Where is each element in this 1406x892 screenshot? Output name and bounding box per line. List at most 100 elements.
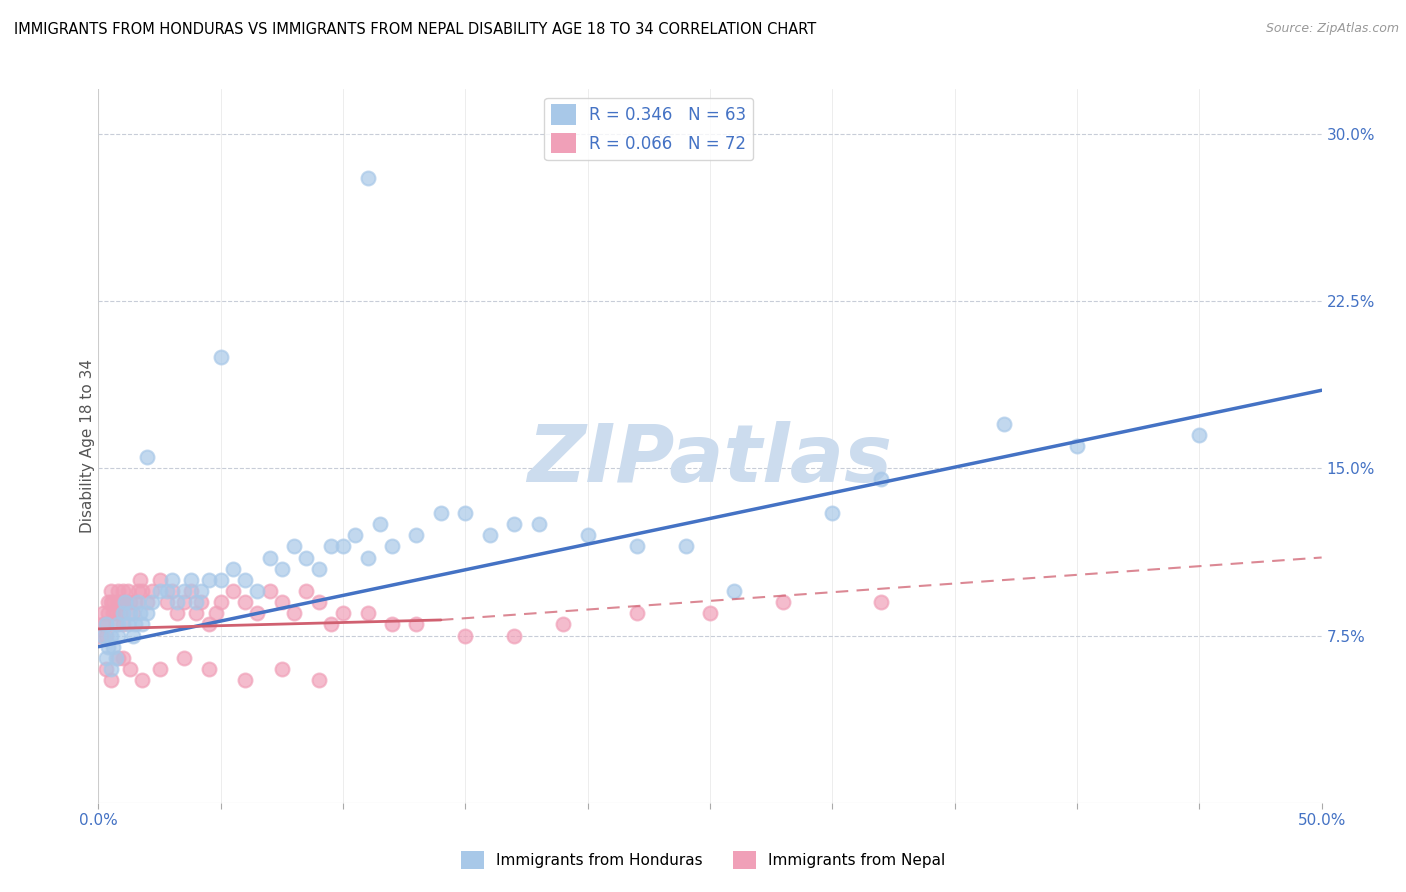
Point xyxy=(107,628,129,642)
Point xyxy=(173,595,195,609)
Point xyxy=(97,595,120,609)
Point xyxy=(129,573,152,587)
Point xyxy=(124,595,146,609)
Point xyxy=(1066,439,1088,453)
Point xyxy=(308,673,330,687)
Point xyxy=(173,583,195,598)
Point xyxy=(553,617,575,632)
Point xyxy=(91,617,114,632)
Point xyxy=(136,450,159,465)
Point xyxy=(430,506,453,520)
Point xyxy=(283,607,305,621)
Point xyxy=(94,662,117,676)
Point xyxy=(527,517,550,532)
Point xyxy=(100,662,122,676)
Point xyxy=(131,583,153,598)
Point xyxy=(190,583,212,598)
Point xyxy=(723,583,745,598)
Point xyxy=(91,628,114,642)
Point xyxy=(246,583,269,598)
Point xyxy=(454,628,477,642)
Point xyxy=(1188,427,1211,442)
Point xyxy=(233,673,256,687)
Point xyxy=(319,539,342,553)
Point xyxy=(114,595,136,609)
Point xyxy=(166,595,188,609)
Point xyxy=(503,628,526,642)
Point xyxy=(120,662,142,676)
Point xyxy=(111,607,134,621)
Point xyxy=(356,607,378,621)
Point xyxy=(94,617,117,632)
Point xyxy=(107,651,129,665)
Point xyxy=(127,595,149,609)
Point xyxy=(100,583,122,598)
Point xyxy=(160,583,183,598)
Point xyxy=(295,550,318,565)
Point xyxy=(120,607,142,621)
Point xyxy=(675,539,697,553)
Point xyxy=(120,595,142,609)
Point xyxy=(97,607,120,621)
Point xyxy=(111,583,134,598)
Text: Source: ZipAtlas.com: Source: ZipAtlas.com xyxy=(1265,22,1399,36)
Point xyxy=(131,617,153,632)
Point xyxy=(259,550,281,565)
Point xyxy=(319,617,342,632)
Point xyxy=(149,583,172,598)
Point xyxy=(121,628,143,642)
Point xyxy=(111,651,134,665)
Point xyxy=(190,595,212,609)
Point xyxy=(90,628,112,642)
Point xyxy=(209,573,232,587)
Point xyxy=(197,662,219,676)
Point xyxy=(111,617,134,632)
Point xyxy=(308,562,330,576)
Point xyxy=(870,595,893,609)
Point xyxy=(283,539,305,553)
Point xyxy=(156,583,179,598)
Point xyxy=(699,607,721,621)
Point xyxy=(209,350,232,364)
Point xyxy=(332,539,354,553)
Point xyxy=(100,595,122,609)
Point xyxy=(97,640,120,654)
Point xyxy=(114,595,136,609)
Point xyxy=(107,595,129,609)
Point xyxy=(101,640,124,654)
Point xyxy=(117,617,139,632)
Text: ZIPatlas: ZIPatlas xyxy=(527,421,893,500)
Point xyxy=(295,583,318,598)
Point xyxy=(205,607,228,621)
Point xyxy=(626,539,648,553)
Point xyxy=(222,583,245,598)
Point xyxy=(180,573,202,587)
Point xyxy=(197,617,219,632)
Point xyxy=(104,651,127,665)
Point xyxy=(270,595,294,609)
Point xyxy=(131,673,153,687)
Point xyxy=(100,628,122,642)
Point xyxy=(141,583,163,598)
Text: IMMIGRANTS FROM HONDURAS VS IMMIGRANTS FROM NEPAL DISABILITY AGE 18 TO 34 CORREL: IMMIGRANTS FROM HONDURAS VS IMMIGRANTS F… xyxy=(14,22,817,37)
Point xyxy=(127,583,149,598)
Point xyxy=(356,550,378,565)
Point xyxy=(821,506,844,520)
Point xyxy=(454,506,477,520)
Point xyxy=(173,651,195,665)
Point xyxy=(576,528,599,542)
Point xyxy=(197,573,219,587)
Legend: R = 0.346   N = 63, R = 0.066   N = 72: R = 0.346 N = 63, R = 0.066 N = 72 xyxy=(544,97,754,160)
Point xyxy=(136,595,159,609)
Point xyxy=(332,607,354,621)
Point xyxy=(626,607,648,621)
Point xyxy=(233,573,256,587)
Point xyxy=(222,562,245,576)
Point xyxy=(344,528,367,542)
Point xyxy=(110,607,132,621)
Point xyxy=(381,539,404,553)
Point xyxy=(121,607,143,621)
Point xyxy=(107,617,129,632)
Point xyxy=(233,595,256,609)
Y-axis label: Disability Age 18 to 34: Disability Age 18 to 34 xyxy=(80,359,94,533)
